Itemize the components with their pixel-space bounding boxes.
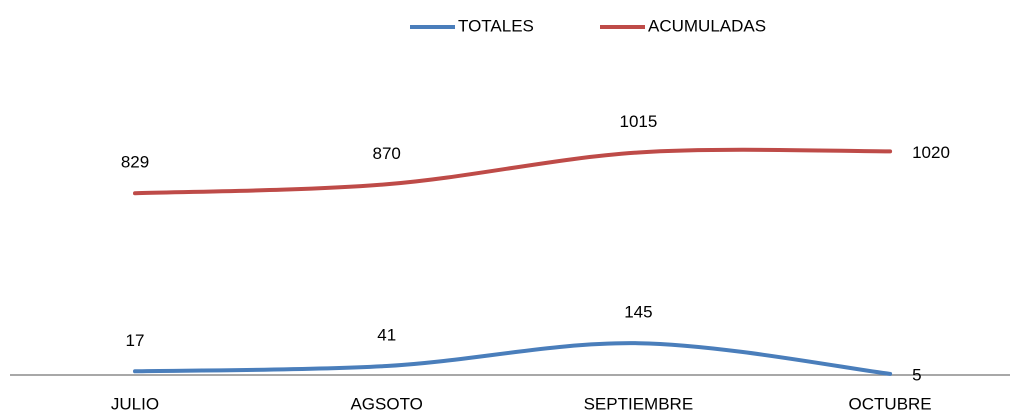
data-label: 1015 — [619, 112, 657, 131]
legend-label: ACUMULADAS — [648, 16, 766, 35]
data-label: 17 — [126, 331, 145, 350]
x-tick-label: AGSOTO — [350, 394, 422, 413]
x-tick-label: JULIO — [111, 394, 159, 413]
x-tick-label: SEPTIEMBRE — [584, 394, 694, 413]
legend-label: TOTALES — [458, 16, 534, 35]
data-label: 5 — [912, 365, 921, 384]
data-label: 870 — [373, 144, 401, 163]
data-label: 41 — [377, 325, 396, 344]
data-label: 145 — [624, 303, 652, 322]
data-label: 1020 — [912, 143, 950, 162]
x-tick-label: OCTUBRE — [849, 394, 932, 413]
series-line — [133, 341, 893, 376]
series-line — [133, 147, 893, 196]
data-label: 829 — [121, 153, 149, 172]
